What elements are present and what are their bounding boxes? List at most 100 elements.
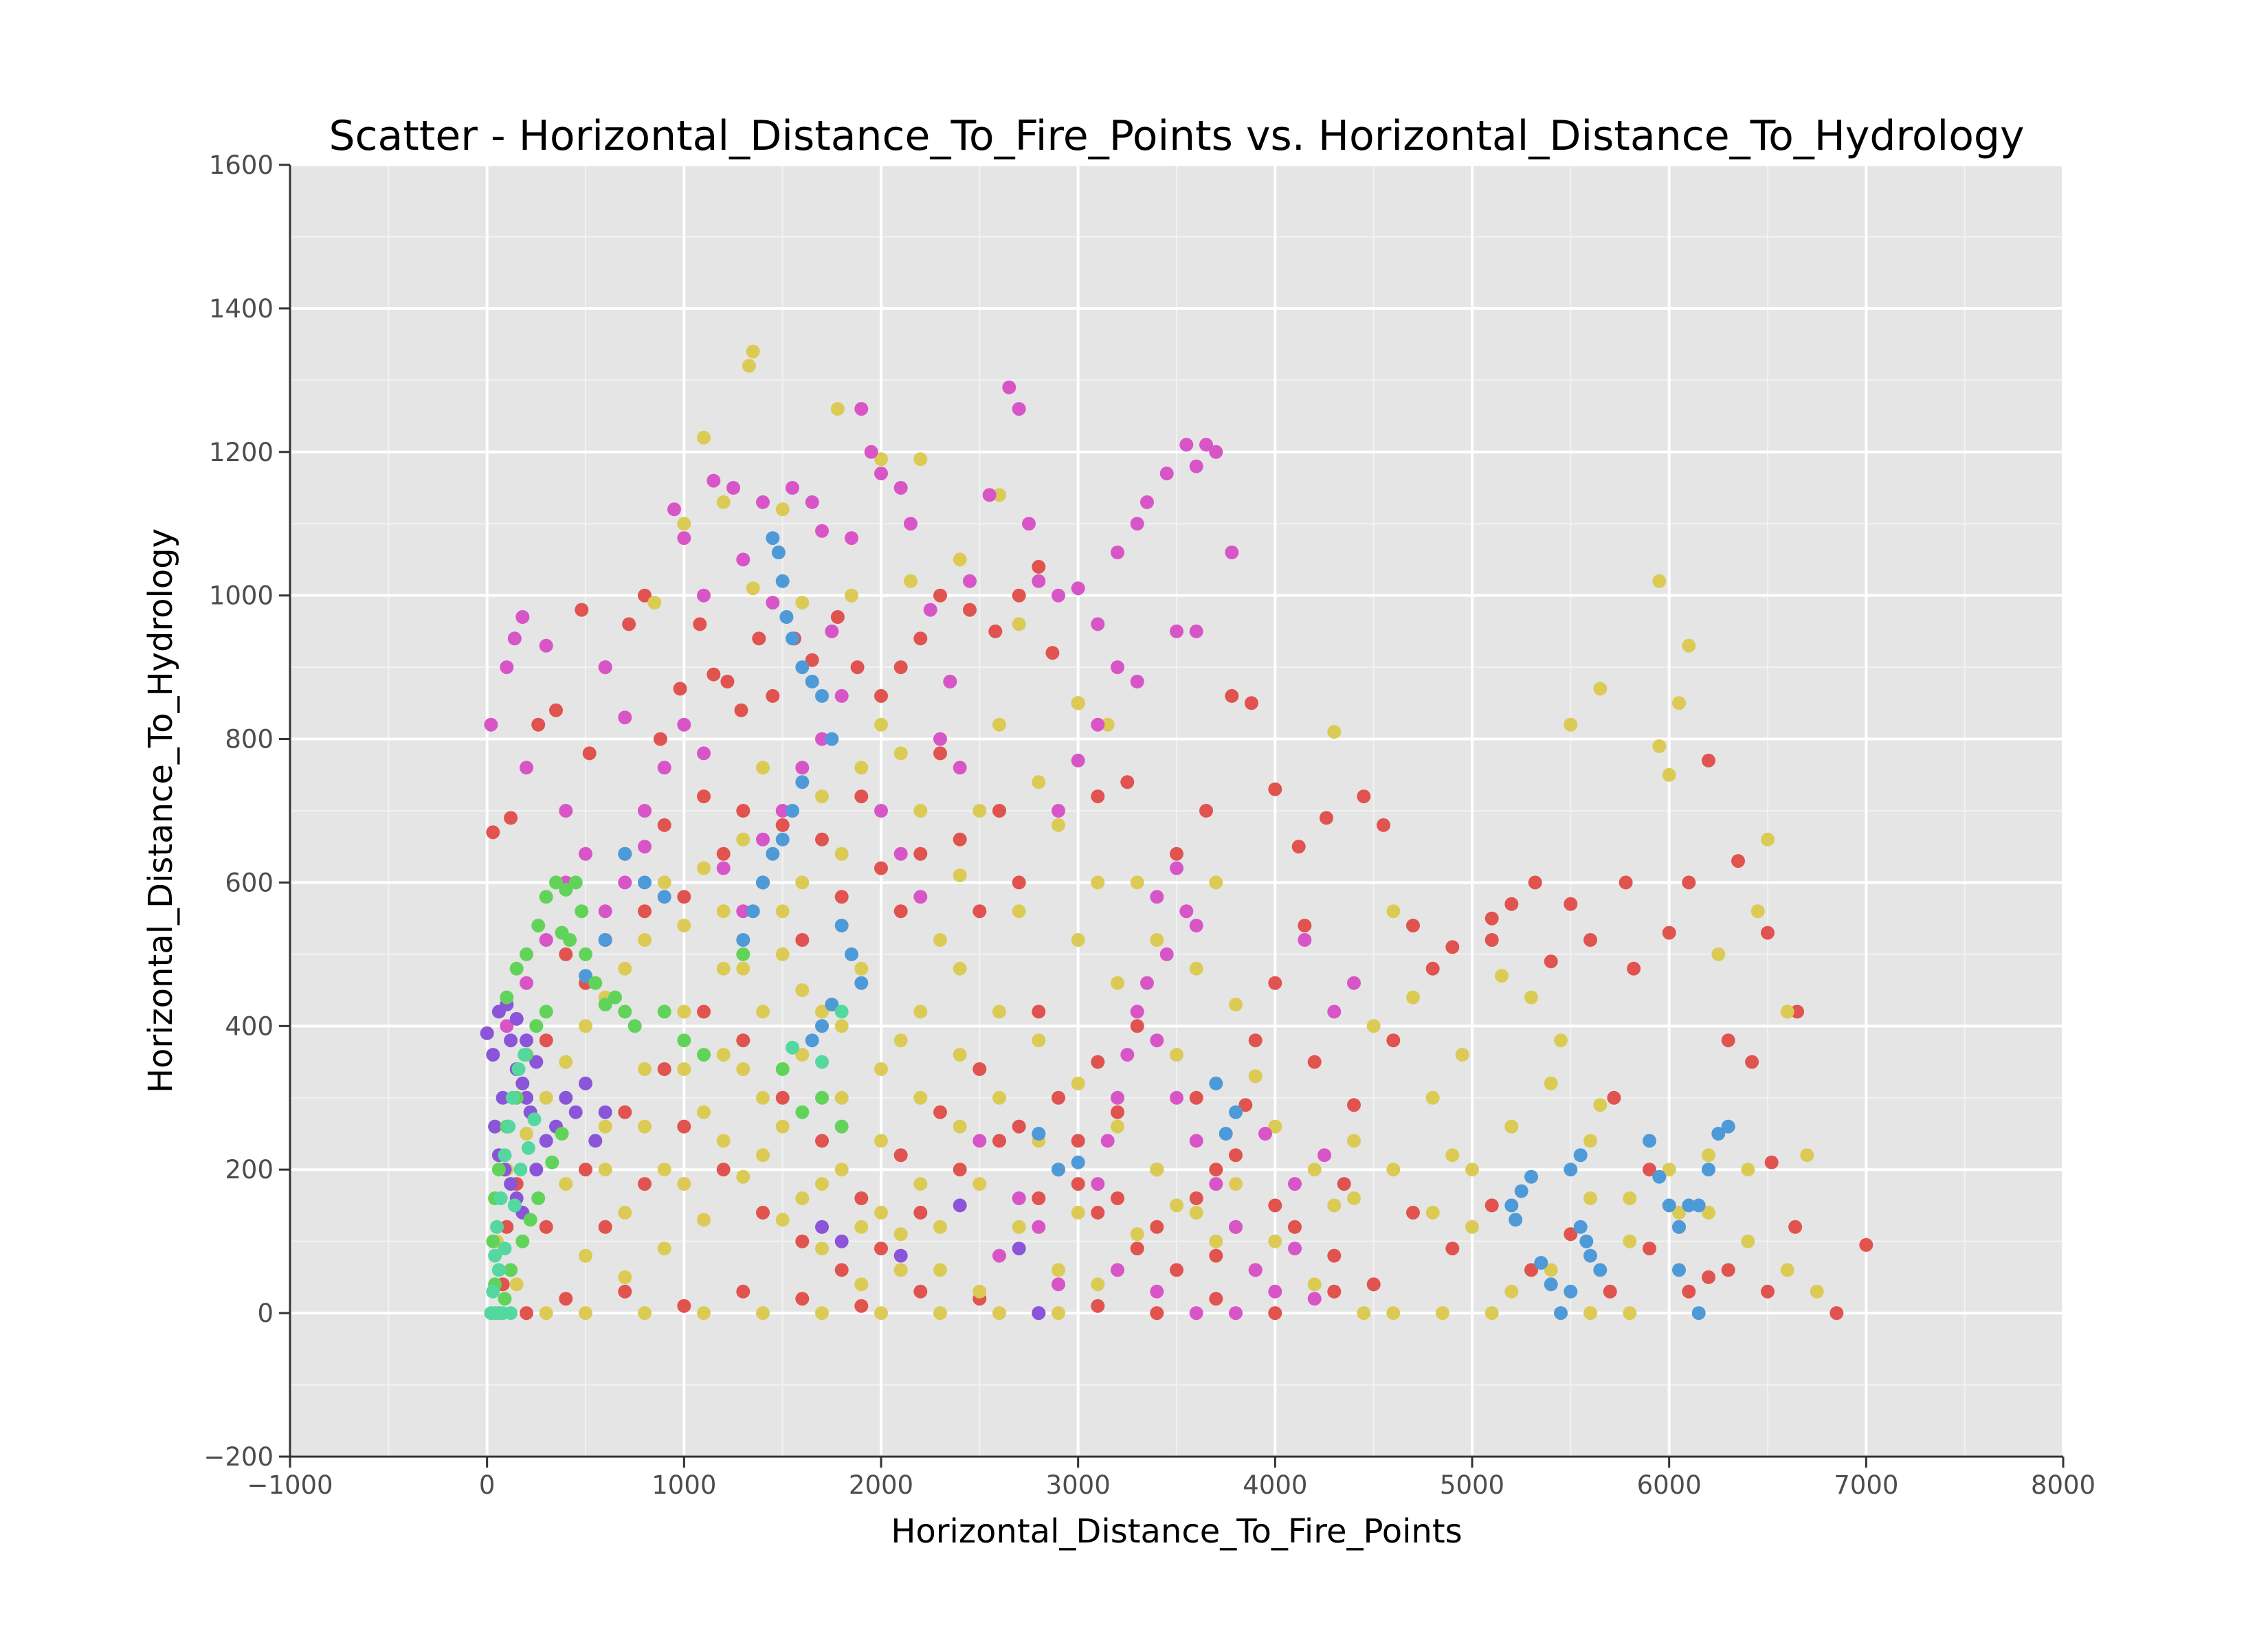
scatter-point [1347, 976, 1361, 990]
scatter-point [1672, 696, 1686, 710]
scatter-point [1091, 1277, 1105, 1292]
scatter-point [1238, 1098, 1253, 1112]
scatter-point [904, 517, 918, 531]
scatter-point [1465, 1163, 1479, 1177]
scatter-point [825, 624, 839, 638]
scatter-point [923, 603, 937, 617]
scatter-point [1199, 438, 1213, 452]
y-tick-label: −200 [203, 1442, 274, 1472]
scatter-point [677, 1299, 691, 1313]
scatter-point [854, 761, 869, 775]
scatter-point [992, 1090, 1006, 1105]
scatter-point [1573, 1148, 1588, 1163]
scatter-point [1209, 1177, 1223, 1191]
scatter-point [697, 746, 711, 761]
scatter-point [1445, 1242, 1460, 1256]
scatter-point [486, 1234, 500, 1248]
scatter-point [834, 1005, 849, 1019]
scatter-point [486, 1284, 500, 1299]
scatter-point [815, 1090, 829, 1105]
scatter-point [805, 653, 819, 667]
scatter-point [775, 574, 790, 588]
scatter-point [716, 904, 731, 919]
scatter-point [795, 596, 810, 610]
scatter-point [736, 552, 751, 567]
scatter-point [834, 1019, 849, 1033]
scatter-point [953, 761, 967, 775]
scatter-point [1662, 1163, 1676, 1177]
scatter-point [1091, 789, 1105, 804]
scatter-point [627, 1019, 642, 1033]
scatter-point [527, 1112, 542, 1127]
scatter-point [657, 1242, 671, 1256]
scatter-point [579, 1019, 592, 1033]
scatter-point [539, 1134, 553, 1148]
scatter-point [588, 1134, 603, 1148]
scatter-point [677, 531, 691, 546]
scatter-point [707, 473, 721, 488]
scatter-point [756, 1148, 770, 1163]
scatter-point [815, 524, 829, 538]
scatter-point [1593, 1263, 1608, 1277]
scatter-point [874, 1242, 888, 1256]
scatter-point [1780, 1263, 1794, 1277]
scatter-point [638, 1306, 652, 1321]
scatter-point [1623, 1191, 1637, 1205]
scatter-point [1170, 1263, 1183, 1277]
scatter-point [1111, 1263, 1124, 1277]
scatter-point [1012, 1119, 1026, 1134]
scatter-point [1091, 875, 1105, 890]
scatter-point [805, 495, 819, 509]
scatter-point [874, 1205, 888, 1220]
scatter-point [539, 638, 553, 653]
scatter-point [1012, 1242, 1026, 1256]
scatter-point [1711, 1127, 1726, 1141]
scatter-point [830, 610, 845, 624]
scatter-point [953, 552, 967, 567]
scatter-point [539, 933, 553, 947]
scatter-point [805, 675, 819, 688]
scatter-point [815, 1005, 829, 1019]
scatter-point [1100, 717, 1115, 732]
scatter-point [1347, 1098, 1361, 1112]
scatter-point [518, 1048, 532, 1062]
scatter-point [529, 1163, 544, 1177]
scatter-point [638, 1062, 652, 1076]
scatter-point [874, 452, 888, 467]
scatter-point [1071, 1177, 1085, 1191]
scatter-point [1229, 1105, 1243, 1119]
scatter-point [1268, 1119, 1282, 1134]
scatter-point [913, 846, 928, 861]
scatter-point [697, 430, 711, 445]
scatter-point [775, 947, 790, 961]
scatter-point [1189, 1090, 1203, 1105]
scatter-point [893, 1227, 908, 1242]
scatter-point [598, 1163, 612, 1177]
x-tick-label: 7000 [1834, 1470, 1898, 1500]
scatter-point [657, 875, 671, 890]
scatter-point [598, 1220, 612, 1234]
scatter-point [1150, 1163, 1164, 1177]
scatter-point [1691, 1306, 1706, 1321]
scatter-point [953, 832, 967, 846]
scatter-point [1564, 1163, 1578, 1177]
scatter-point [1052, 804, 1065, 818]
scatter-point [1012, 904, 1026, 919]
scatter-point [736, 804, 751, 818]
scatter-point [1225, 688, 1239, 703]
scatter-point [598, 933, 612, 947]
scatter-point [1248, 1263, 1263, 1277]
scatter-point [992, 804, 1006, 818]
scatter-point [746, 904, 760, 919]
scatter-point [1366, 1019, 1381, 1033]
scatter-point [1071, 1134, 1085, 1148]
scatter-point [588, 976, 603, 990]
scatter-point [1307, 1055, 1322, 1069]
scatter-point [786, 481, 799, 495]
scatter-point [1150, 1220, 1164, 1234]
scatter-point [953, 1048, 967, 1062]
scatter-point [1652, 574, 1667, 588]
scatter-point [1012, 1220, 1026, 1234]
scatter-point [1583, 1191, 1597, 1205]
